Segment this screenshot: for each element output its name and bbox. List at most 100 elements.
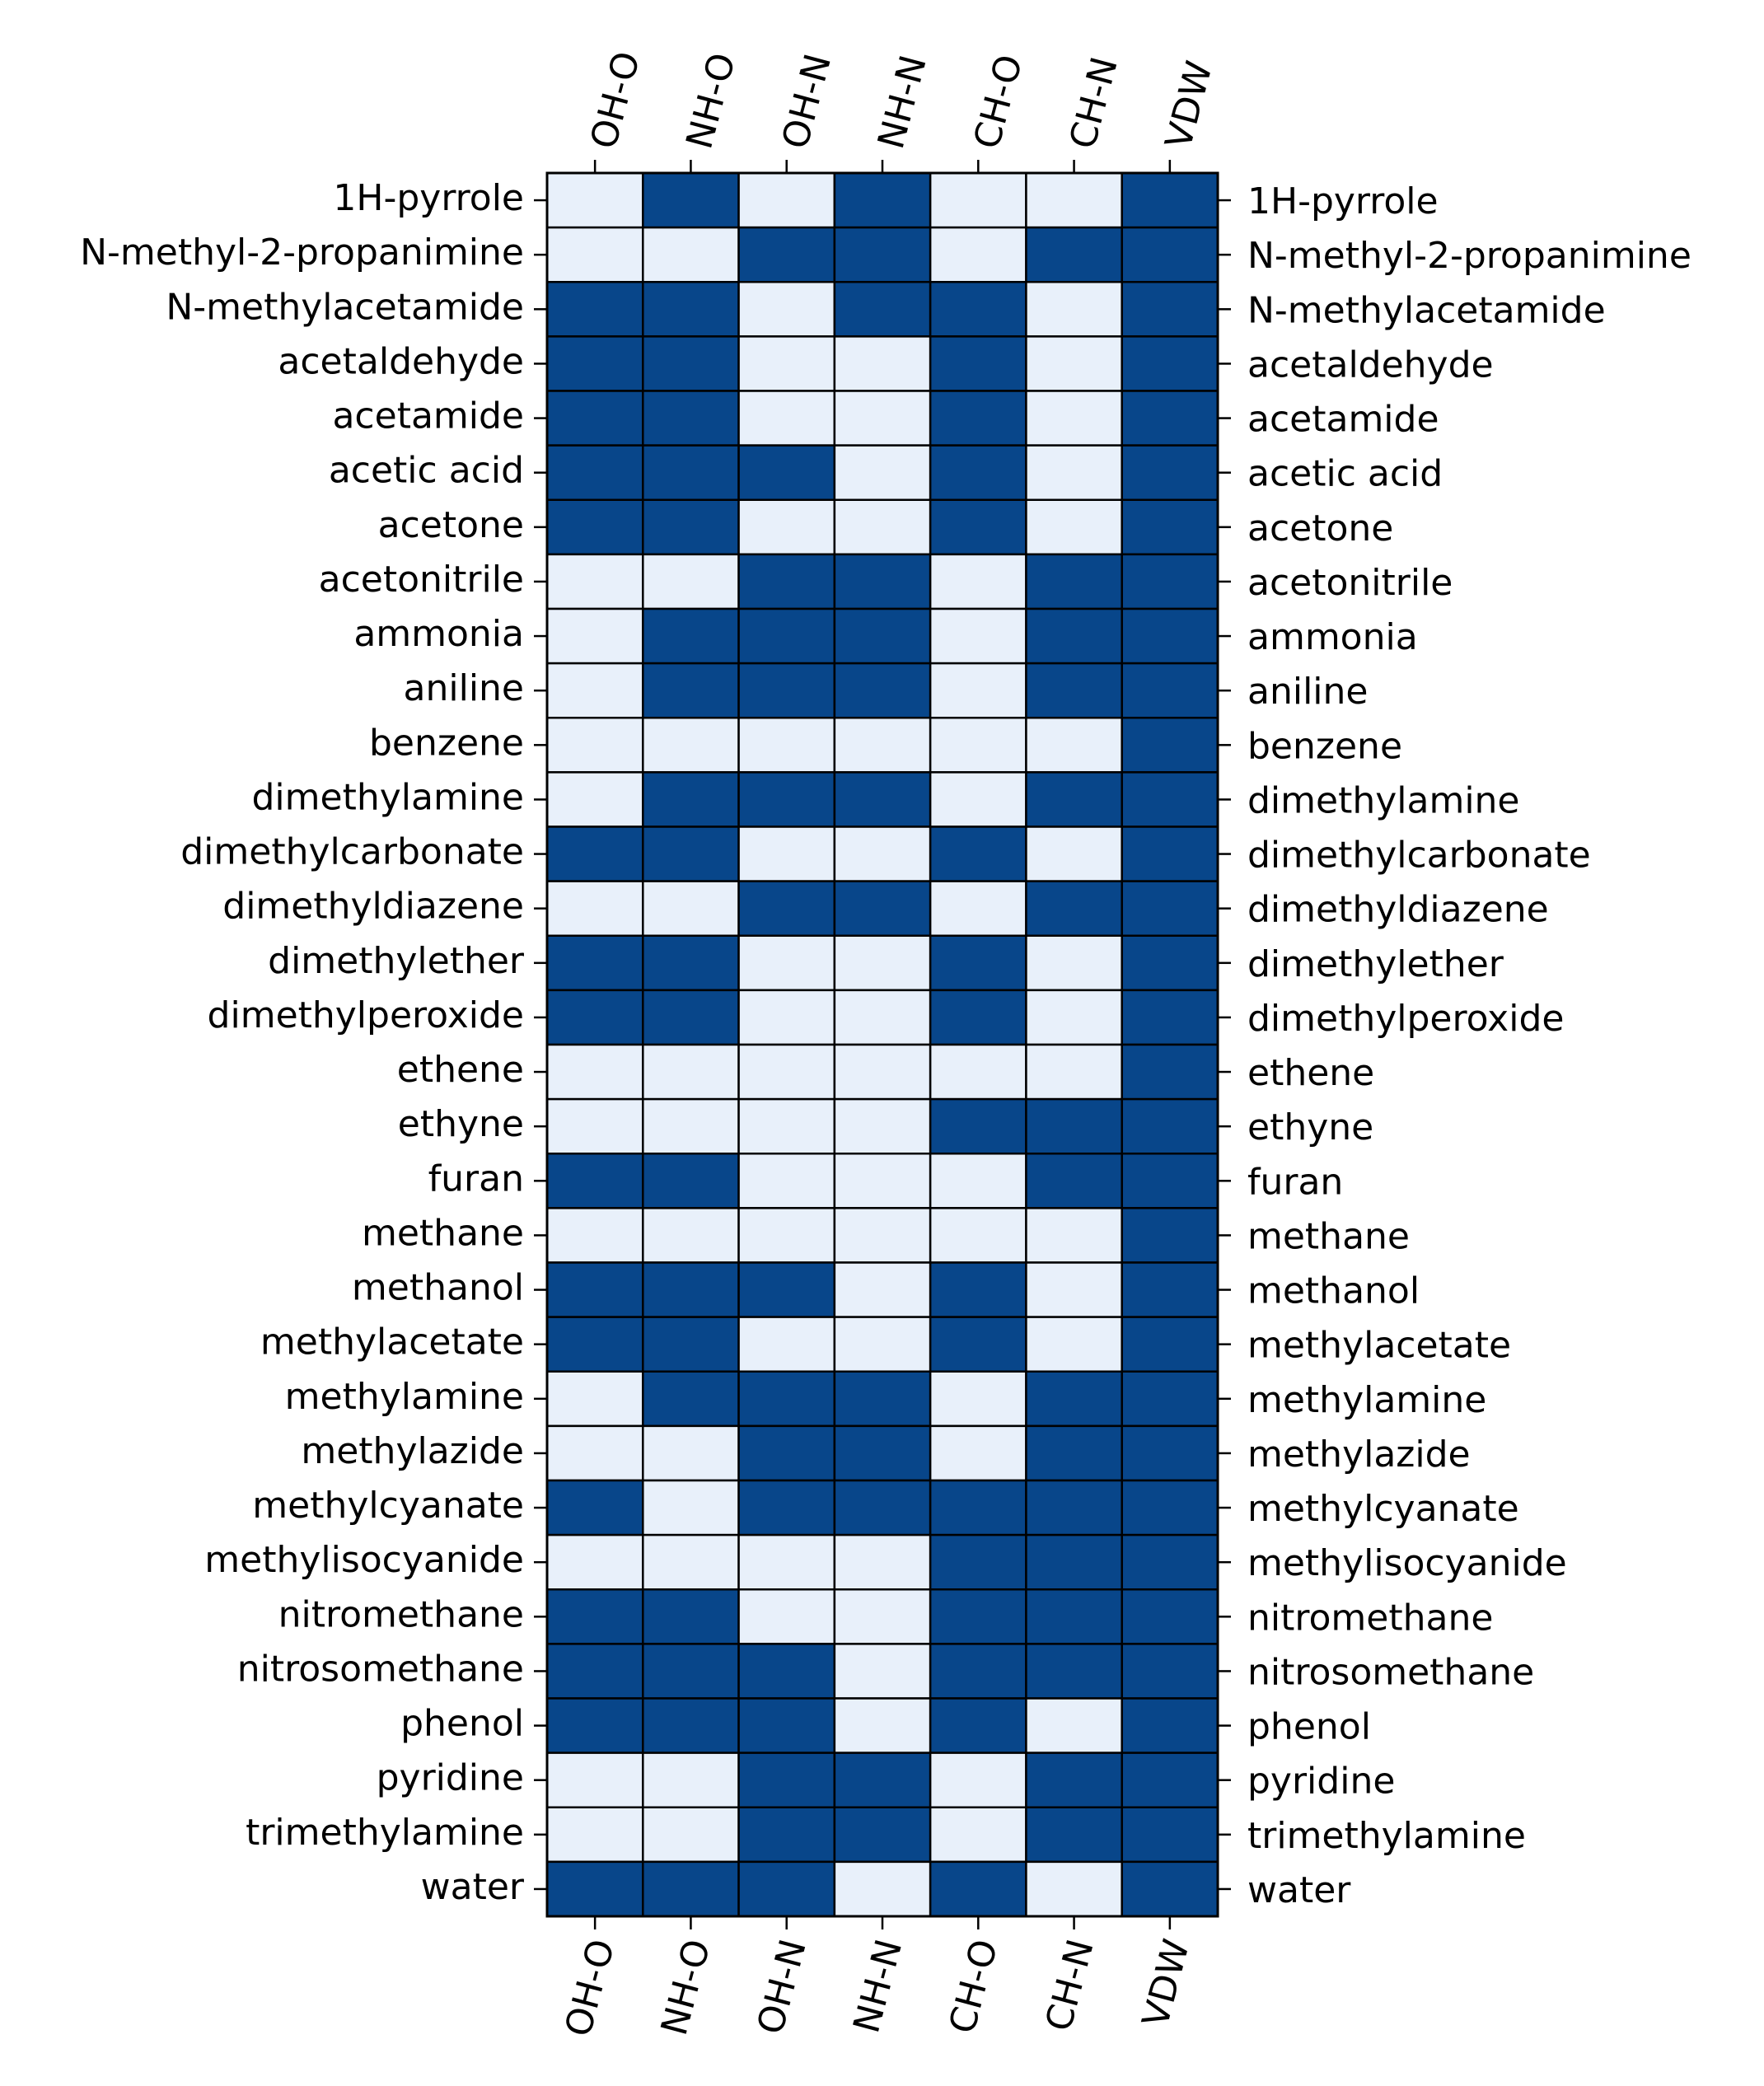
- cell-acetamide-ch-n: [1025, 390, 1123, 447]
- row-label-left: methane: [362, 1212, 524, 1254]
- row-label-right: 1H-pyrrole: [1247, 180, 1439, 222]
- cell-methylazide-oh-o: [545, 1424, 644, 1482]
- cell-methylisocyanide-nh-o: [642, 1533, 740, 1591]
- cell-acetone-vdw: [1121, 498, 1219, 556]
- cell-ammonia-ch-n: [1025, 607, 1123, 665]
- cell-acetonitrile-nh-n: [833, 553, 932, 610]
- cell-acetic-acid-ch-o: [929, 444, 1027, 501]
- cell-methylazide-nh-o: [642, 1424, 740, 1482]
- cell-dimethylamine-ch-o: [929, 771, 1027, 828]
- cell-nitromethane-oh-o: [545, 1588, 644, 1645]
- cell-dimethylether-ch-n: [1025, 934, 1123, 992]
- cell-methylazide-ch-o: [929, 1424, 1027, 1482]
- row-label-left: acetamide: [332, 395, 524, 437]
- cell-pyridine-oh-o: [545, 1752, 644, 1808]
- cell-ethene-oh-n: [737, 1043, 836, 1101]
- cell-n-methyl-2-propanimine-oh-n: [737, 226, 836, 283]
- cell-methylazide-vdw: [1121, 1424, 1219, 1482]
- cell-acetonitrile-ch-n: [1025, 553, 1123, 610]
- cell-n-methyl-2-propanimine-nh-o: [642, 226, 740, 283]
- row-label-left: ethyne: [398, 1103, 524, 1145]
- cell-furan-ch-n: [1025, 1153, 1123, 1209]
- cell-nitrosomethane-nh-n: [833, 1643, 932, 1700]
- cell-methanol-nh-o: [642, 1261, 740, 1318]
- cell-acetic-acid-oh-n: [737, 444, 836, 501]
- row-label-right: dimethylcarbonate: [1247, 835, 1591, 877]
- cell-furan-ch-o: [929, 1153, 1027, 1209]
- col-label-bottom: OH-O: [557, 1935, 623, 2042]
- cell-methanol-nh-n: [833, 1261, 932, 1318]
- cell-aniline-nh-n: [833, 662, 932, 719]
- row-label-right: acetone: [1247, 507, 1393, 550]
- cell-methylamine-ch-o: [929, 1370, 1027, 1428]
- cell-methylacetate-vdw: [1121, 1316, 1219, 1373]
- col-label-bottom: CH-N: [1037, 1935, 1102, 2036]
- cell-furan-oh-o: [545, 1153, 644, 1209]
- row-label-right: ammonia: [1247, 616, 1418, 658]
- cell-dimethylamine-oh-o: [545, 771, 644, 828]
- cell-1h-pyrrole-nh-o: [642, 171, 740, 229]
- row-label-left: dimethylether: [268, 940, 525, 982]
- cell-dimethyldiazene-nh-n: [833, 880, 932, 937]
- cell-furan-vdw: [1121, 1153, 1219, 1209]
- cell-trimethylamine-ch-o: [929, 1806, 1027, 1864]
- cell-methylacetate-ch-o: [929, 1316, 1027, 1373]
- cell-1h-pyrrole-oh-n: [737, 171, 836, 229]
- cell-methylacetate-oh-o: [545, 1316, 644, 1373]
- cell-ammonia-oh-o: [545, 607, 644, 665]
- cell-acetic-acid-nh-o: [642, 444, 740, 501]
- cell-acetaldehyde-nh-n: [833, 335, 932, 392]
- row-label-left: nitromethane: [278, 1593, 524, 1635]
- cell-methylamine-oh-o: [545, 1370, 644, 1428]
- cell-phenol-nh-n: [833, 1697, 932, 1754]
- cell-dimethylcarbonate-nh-n: [833, 826, 932, 882]
- cell-methanol-oh-n: [737, 1261, 836, 1318]
- row-label-left: aniline: [404, 667, 524, 709]
- cell-benzene-nh-n: [833, 717, 932, 774]
- cell-dimethyldiazene-oh-n: [737, 880, 836, 937]
- cell-n-methylacetamide-nh-o: [642, 281, 740, 338]
- cell-1h-pyrrole-ch-n: [1025, 171, 1123, 229]
- cell-dimethylperoxide-nh-o: [642, 989, 740, 1046]
- row-label-right: phenol: [1247, 1706, 1371, 1748]
- cell-dimethyldiazene-ch-o: [929, 880, 1027, 937]
- cell-n-methyl-2-propanimine-oh-o: [545, 226, 644, 283]
- cell-methylisocyanide-oh-o: [545, 1533, 644, 1591]
- cell-acetamide-nh-o: [642, 390, 740, 447]
- cell-nitromethane-vdw: [1121, 1588, 1219, 1645]
- row-label-left: acetonitrile: [319, 559, 524, 601]
- row-label-right: acetamide: [1247, 399, 1439, 441]
- cell-dimethylamine-nh-o: [642, 771, 740, 828]
- cell-acetone-nh-o: [642, 498, 740, 556]
- cell-acetaldehyde-oh-o: [545, 335, 644, 392]
- cell-methane-oh-o: [545, 1207, 644, 1264]
- cell-nitromethane-ch-o: [929, 1588, 1027, 1645]
- cell-nitromethane-oh-n: [737, 1588, 836, 1645]
- cell-acetamide-ch-o: [929, 390, 1027, 447]
- col-label-top: OH-O: [583, 47, 648, 153]
- cell-water-oh-o: [545, 1860, 644, 1918]
- cell-acetonitrile-oh-o: [545, 553, 644, 610]
- cell-dimethylperoxide-nh-n: [833, 989, 932, 1046]
- cell-dimethylperoxide-oh-n: [737, 989, 836, 1046]
- row-label-left: water: [421, 1866, 525, 1908]
- cell-methylcyanate-vdw: [1121, 1479, 1219, 1536]
- row-label-right: acetonitrile: [1247, 562, 1453, 604]
- cell-dimethylcarbonate-oh-o: [545, 826, 644, 882]
- cell-methane-ch-o: [929, 1207, 1027, 1264]
- cell-trimethylamine-ch-n: [1025, 1806, 1123, 1864]
- row-label-left: methanol: [352, 1267, 524, 1309]
- row-label-left: phenol: [400, 1703, 524, 1745]
- row-label-left: pyridine: [377, 1757, 524, 1799]
- cell-trimethylamine-nh-o: [642, 1806, 740, 1864]
- cell-pyridine-ch-o: [929, 1752, 1027, 1808]
- axis-ticks: [534, 160, 1231, 1929]
- row-label-right: acetic acid: [1247, 453, 1443, 495]
- cell-water-nh-n: [833, 1860, 932, 1918]
- row-label-right: methylisocyanide: [1247, 1542, 1567, 1584]
- row-labels-right: 1H-pyrrole N-methyl-2-propanimine N-methyl…: [1247, 180, 1691, 1911]
- row-label-left: ethene: [397, 1049, 524, 1091]
- cell-dimethyldiazene-oh-o: [545, 880, 644, 937]
- row-label-left: acetic acid: [329, 450, 524, 492]
- cell-dimethylcarbonate-oh-n: [737, 826, 836, 882]
